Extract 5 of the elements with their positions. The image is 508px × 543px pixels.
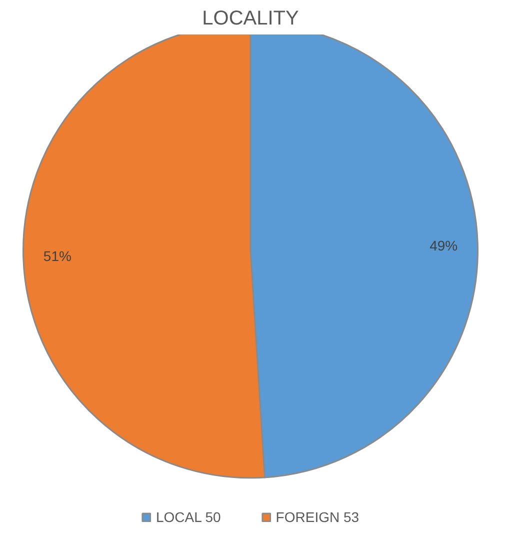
- legend-label: FOREIGN 53: [276, 509, 360, 525]
- legend-label: LOCAL 50: [156, 509, 221, 525]
- data-label: 51%: [43, 248, 72, 264]
- data-label: 49%: [430, 237, 458, 254]
- chart-title: LOCALITY: [202, 8, 299, 30]
